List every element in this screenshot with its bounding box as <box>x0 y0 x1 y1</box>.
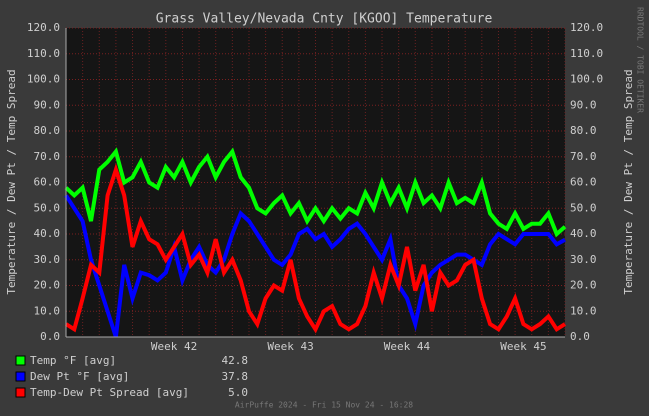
y2-tick-label: 110.0 <box>570 47 603 60</box>
legend-swatch <box>15 387 26 398</box>
legend-value: 5.0 <box>228 386 248 399</box>
y-tick-label: 10.0 <box>34 304 61 317</box>
x-tick-label: Week 44 <box>384 340 431 353</box>
y2-tick-label: 40.0 <box>570 227 597 240</box>
y-tick-label: 20.0 <box>34 279 61 292</box>
y2-tick-label: 0.0 <box>570 330 590 343</box>
y-axis-label: Temperature / Dew Pt / Temp Spread <box>5 69 18 294</box>
y-tick-label: 50.0 <box>34 201 61 214</box>
legend-value: 37.8 <box>222 370 249 383</box>
y-tick-label: 40.0 <box>34 227 61 240</box>
chart-title: Grass Valley/Nevada Cnty [KGOO] Temperat… <box>156 12 493 27</box>
y2-tick-label: 10.0 <box>570 304 597 317</box>
y-tick-label: 0.0 <box>40 330 60 343</box>
y2-tick-label: 90.0 <box>570 98 597 111</box>
y-tick-label: 70.0 <box>34 150 61 163</box>
y-tick-label: 60.0 <box>34 176 61 189</box>
side-text: RRDTOOL / TOBI OETIKER <box>636 7 645 113</box>
series-line <box>64 163 567 334</box>
legend-label: Temp °F [avg] <box>30 354 116 367</box>
footer: AirPuffe 2024 - Fri 15 Nov 24 - 16:28 <box>235 401 413 410</box>
series-line <box>64 194 566 338</box>
y2-tick-label: 100.0 <box>570 73 603 86</box>
legend-value: 42.8 <box>222 354 249 367</box>
y-tick-label: 30.0 <box>34 253 61 266</box>
y2-tick-label: 20.0 <box>570 279 597 292</box>
y-tick-label: 100.0 <box>27 73 60 86</box>
y2-tick-label: 50.0 <box>570 201 597 214</box>
y-tick-label: 110.0 <box>27 47 60 60</box>
legend-swatch <box>15 371 26 382</box>
y2-axis-label: Temperature / Dew Pt / Temp Spread <box>622 69 635 294</box>
y2-tick-label: 60.0 <box>570 176 597 189</box>
x-tick-label: Week 43 <box>267 340 313 353</box>
x-tick-label: Week 42 <box>151 340 197 353</box>
y-tick-label: 90.0 <box>34 98 61 111</box>
legend-label: Dew Pt °F [avg] <box>30 370 129 383</box>
y2-tick-label: 80.0 <box>570 124 597 137</box>
y-tick-label: 120.0 <box>27 21 60 34</box>
y2-tick-label: 70.0 <box>570 150 597 163</box>
legend-label: Temp-Dew Pt Spread [avg] <box>30 386 189 399</box>
y2-tick-label: 120.0 <box>570 21 603 34</box>
x-tick-label: Week 45 <box>500 340 546 353</box>
legend-swatch <box>15 355 26 366</box>
series-line <box>64 147 567 238</box>
y2-tick-label: 30.0 <box>570 253 597 266</box>
y-tick-label: 80.0 <box>34 124 61 137</box>
